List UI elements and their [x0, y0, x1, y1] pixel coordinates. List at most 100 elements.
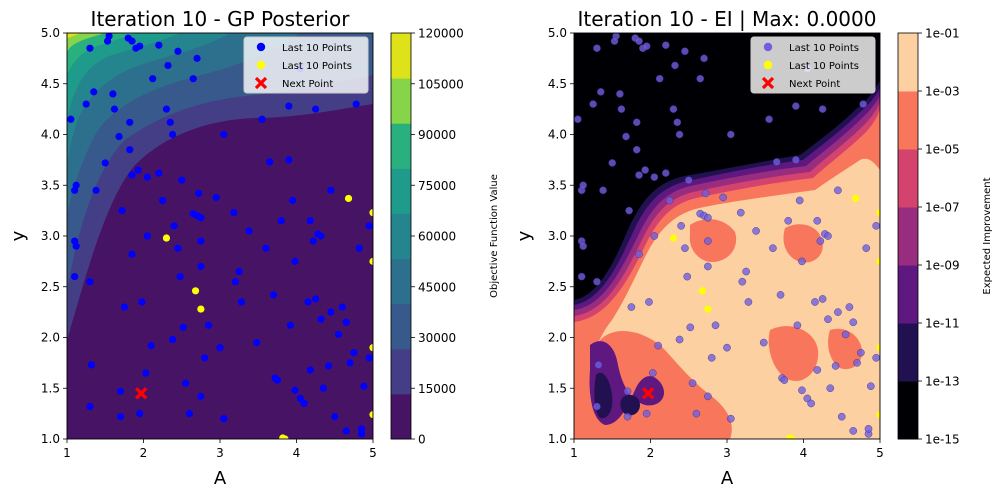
- colorbar-band: [391, 123, 411, 169]
- colorbar-tick-label: 45000: [418, 280, 456, 294]
- scatter-point-blue: [136, 42, 144, 50]
- colorbar-band: [391, 393, 411, 440]
- colorbar-tick-label: 1e-05: [925, 143, 960, 157]
- scatter-point-blue: [813, 216, 822, 225]
- scatter-point-blue: [818, 105, 827, 113]
- scatter-point-blue: [677, 222, 685, 230]
- scatter-point-blue: [704, 392, 712, 401]
- scatter-point-blue: [185, 410, 193, 418]
- gp-legend: Last 10 Points Last 10 Points Next Point: [243, 36, 369, 94]
- scatter-point-blue: [253, 338, 261, 347]
- scatter-point-blue: [168, 335, 177, 344]
- scatter-point-blue: [684, 176, 693, 184]
- scatter-point-blue: [142, 369, 150, 377]
- scatter-point-blue: [355, 244, 363, 252]
- scatter-point-blue: [159, 196, 167, 205]
- scatter-point-yellow: [669, 234, 678, 242]
- y-tick-label: 2.0: [548, 331, 567, 345]
- scatter-point-blue: [776, 291, 785, 299]
- ei-legend-marker-x: [761, 76, 775, 90]
- scatter-point-blue: [230, 209, 238, 217]
- scatter-point-yellow: [281, 435, 289, 439]
- colorbar-tick-label: 30000: [418, 331, 456, 345]
- scatter-point-blue: [174, 244, 182, 252]
- scatter-point-blue: [235, 267, 243, 276]
- scatter-point-blue: [700, 54, 708, 63]
- scatter-point-blue: [90, 88, 98, 96]
- x-tick-label: 4: [293, 446, 301, 460]
- scatter-point-blue: [704, 262, 712, 271]
- scatter-point-blue: [312, 105, 320, 113]
- scatter-point-blue: [291, 257, 299, 265]
- scatter-point-yellow: [698, 287, 707, 295]
- scatter-point-blue: [642, 42, 651, 50]
- gp-posterior-panel: Iteration 10 - GP Posterior 1 2 3 4 5 1.0 1.5 2…: [8, 7, 500, 489]
- scatter-point-blue: [72, 181, 80, 189]
- scatter-point-blue: [650, 232, 659, 240]
- scatter-point-blue: [181, 379, 190, 387]
- scatter-point-blue: [342, 318, 350, 326]
- scatter-point-blue: [686, 323, 695, 332]
- gp-band-4: [67, 33, 230, 168]
- scatter-point-blue: [309, 237, 317, 245]
- scatter-point-blue: [155, 169, 163, 177]
- scatter-point-blue: [662, 169, 670, 177]
- scatter-point-blue: [681, 244, 689, 252]
- scatter-point-blue: [704, 213, 712, 222]
- scatter-point-blue: [86, 44, 94, 52]
- y-tick-label: 2.5: [548, 280, 567, 294]
- scatter-point-blue: [625, 206, 633, 215]
- x-tick-label: 5: [876, 446, 884, 460]
- scatter-point-blue: [594, 361, 603, 369]
- colorbar-tick-label: 1e-13: [925, 375, 960, 389]
- scatter-point-blue: [170, 222, 178, 230]
- scatter-point-blue: [212, 193, 220, 202]
- colorbar-band: [898, 33, 918, 92]
- scatter-point-blue: [168, 130, 177, 139]
- scatter-point-blue: [350, 349, 358, 357]
- scatter-point-blue: [765, 115, 773, 124]
- gp-band-2: [67, 33, 373, 290]
- scatter-point-blue: [834, 308, 842, 316]
- scatter-point-blue: [811, 298, 819, 306]
- ei-legend-label-2: Last 10 Points: [789, 61, 859, 72]
- scatter-point-blue: [174, 47, 182, 55]
- scatter-point-blue: [831, 362, 840, 370]
- scatter-point-blue: [616, 90, 624, 98]
- gp-band-7: [67, 33, 105, 52]
- ei-contour-field: [574, 33, 880, 439]
- scatter-point-blue: [237, 298, 246, 306]
- y-tick-label: 4.5: [548, 77, 567, 91]
- scatter-point-blue: [178, 176, 186, 184]
- y-tick-label: 4.0: [548, 128, 567, 142]
- scatter-point-blue: [103, 37, 112, 45]
- gp-colorbar-label: Objective Function Value: [489, 174, 500, 298]
- y-tick-label: 3.0: [548, 229, 567, 243]
- scatter-point-blue: [312, 295, 320, 303]
- scatter-point-blue: [696, 74, 705, 83]
- scatter-point-blue: [792, 102, 800, 110]
- scatter-point-yellow: [876, 344, 880, 352]
- scatter-point-blue: [864, 425, 873, 433]
- scatter-point-blue: [134, 166, 142, 174]
- scatter-point-blue: [262, 244, 270, 252]
- scatter-point-blue: [147, 342, 155, 350]
- scatter-point-blue: [837, 412, 846, 421]
- scatter-point-blue: [325, 362, 333, 370]
- x-tick-label: 3: [216, 446, 224, 460]
- scatter-point-blue: [273, 376, 281, 384]
- scatter-point-blue: [723, 343, 731, 352]
- gp-legend-label-1: Last 10 Points: [282, 43, 352, 54]
- scatter-point-blue: [826, 384, 835, 393]
- scatter-point-blue: [216, 344, 224, 352]
- scatter-point-blue: [577, 272, 586, 281]
- scatter-point-blue: [803, 394, 812, 403]
- scatter-point-blue: [245, 227, 253, 235]
- scatter-point-blue: [306, 217, 314, 225]
- scatter-point-blue: [138, 298, 146, 306]
- colorbar-band: [391, 168, 411, 214]
- scatter-point-blue: [780, 376, 789, 384]
- scatter-point-blue: [688, 379, 697, 387]
- scatter-point-blue: [574, 115, 582, 124]
- y-tick-label: 1.0: [548, 432, 567, 446]
